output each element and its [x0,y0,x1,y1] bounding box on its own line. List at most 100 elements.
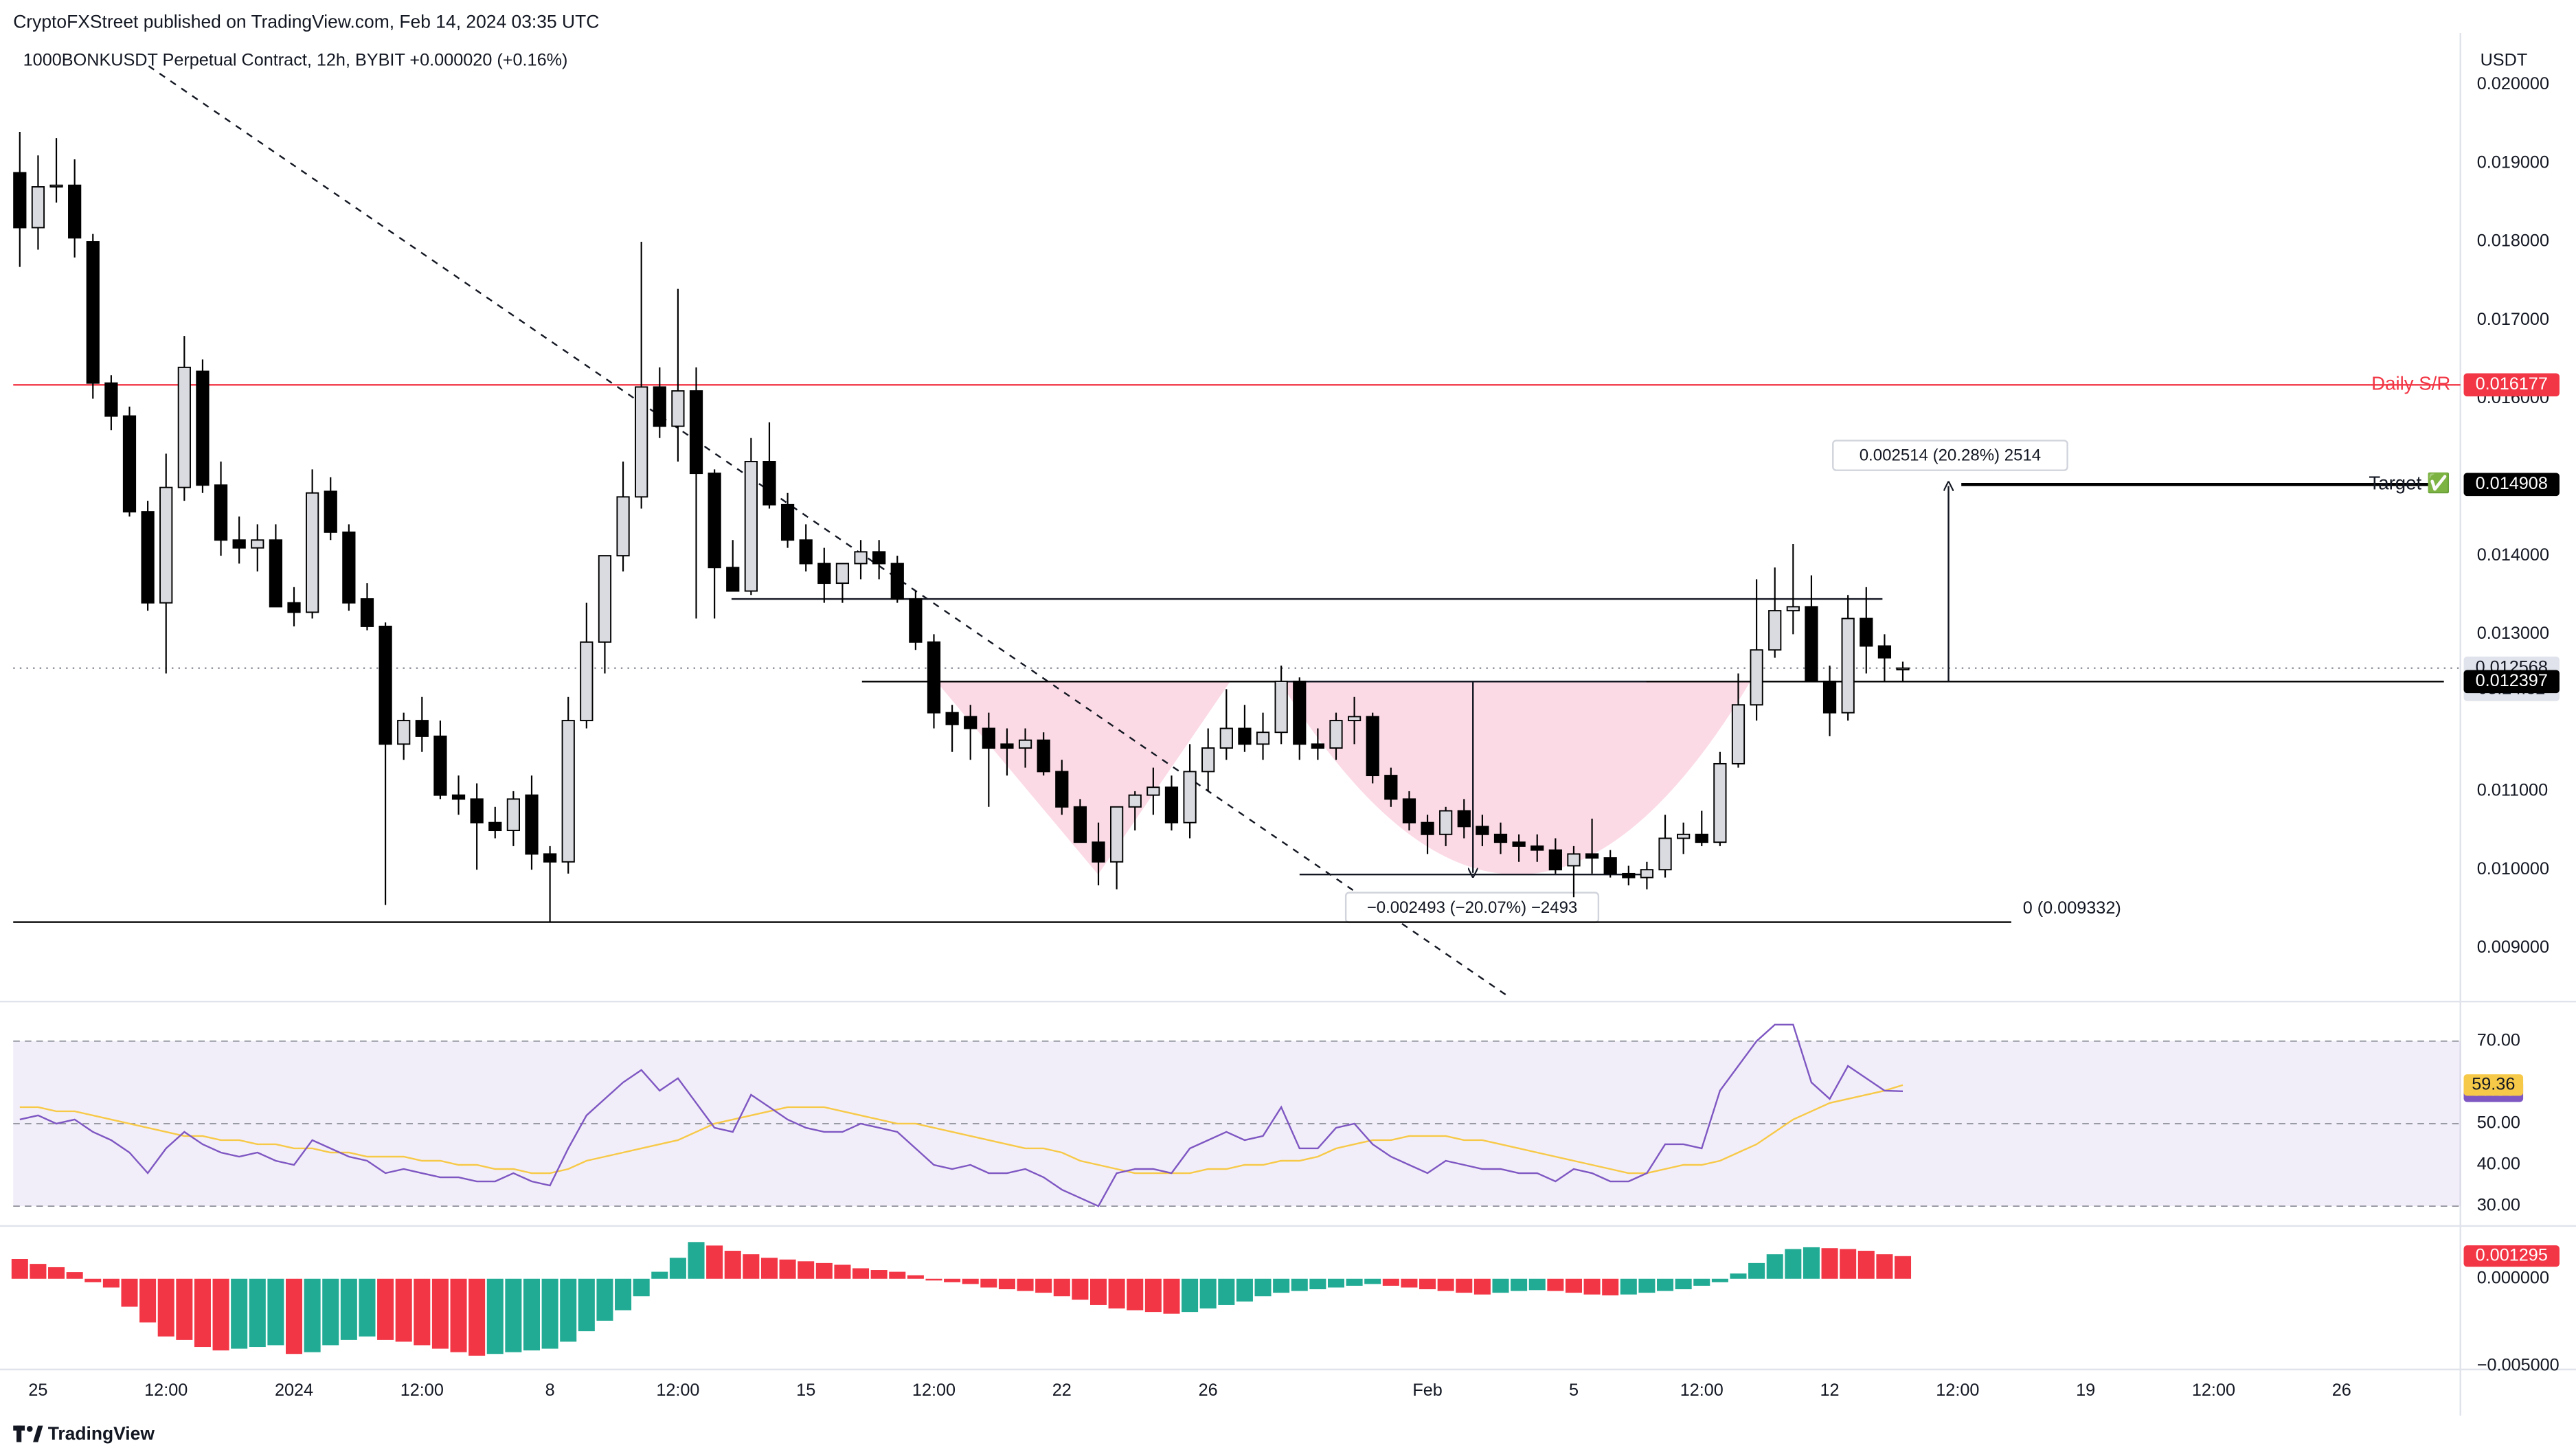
histogram-bar [1346,1278,1363,1286]
histogram-bar [340,1278,357,1340]
histogram-bar [1401,1278,1418,1288]
histogram-bar [834,1264,851,1279]
y-tick-label: 0.019000 [2477,152,2549,172]
x-tick-label: Feb [1412,1381,1442,1400]
logo-part [26,1426,33,1432]
candle-body [817,563,831,585]
y-tick-label: 0.010000 [2477,859,2549,878]
histogram-bar [1785,1249,1802,1279]
y-tick-label: 30.00 [2477,1196,2520,1215]
histogram-bar [980,1278,997,1288]
histogram-bar [1528,1278,1546,1291]
x-tick-label: 12:00 [656,1381,699,1400]
histogram-bar [1711,1278,1728,1282]
candle-body [799,539,813,565]
histogram-bar [1821,1248,1838,1279]
histogram-bar [724,1251,741,1279]
price-label: 0.016177 [2476,374,2548,394]
candle-body [1877,645,1892,659]
candle-body [379,625,392,745]
candle-body [653,386,666,427]
last-value-box [2463,1245,2560,1267]
candle-body [397,720,411,745]
candle-body [1311,743,1324,749]
histogram-bar [102,1278,120,1288]
candle-body [561,720,575,863]
y-tick-label: 0.013000 [2477,624,2549,643]
histogram-bar [633,1278,650,1297]
price-label-box [2463,473,2560,497]
candle-body [1201,747,1215,773]
histogram-bar [889,1271,906,1279]
candle-body [141,511,155,604]
histogram-bar [1382,1278,1399,1286]
level-label: 0 (0.009332) [2023,898,2121,918]
candle-body [1658,837,1672,871]
candle-body [360,598,374,627]
histogram-bar [1748,1262,1765,1279]
histogram-bar [1511,1278,1528,1291]
candle-body [1274,680,1288,734]
y-tick-label: 0.020000 [2477,74,2549,93]
indicator-line [19,1023,1903,1207]
candle-body [488,821,502,832]
candle-body [1567,853,1581,867]
histogram-bar [852,1268,870,1279]
measure-text: 0.002514 (20.28%) 2514 [1860,446,2041,465]
histogram-bar [1163,1278,1180,1314]
histogram-bar [1291,1278,1308,1291]
candle-body [1329,720,1343,749]
candle-body [269,539,283,608]
histogram-bar [249,1278,266,1348]
histogram-bar [1766,1254,1783,1279]
candle-body [506,798,520,832]
candle-body [287,602,301,613]
y-tick-label: 0.009000 [2477,938,2549,957]
x-tick-label: 8 [545,1381,555,1400]
histogram-bar [1254,1278,1272,1297]
candle-body [580,641,594,722]
candle-body [744,461,758,592]
candle-body [49,184,63,188]
histogram-bar [304,1278,321,1352]
y-tick-label: 50.00 [2477,1113,2520,1133]
histogram-bar [944,1278,961,1282]
candle-body [1384,775,1398,800]
candle-body [1347,716,1362,722]
x-tick-label: 12 [1820,1381,1840,1400]
histogram-bar [1638,1278,1656,1293]
histogram-bar [1182,1278,1199,1313]
candle-body [762,461,776,506]
x-tick-label: 26 [1199,1381,1218,1400]
y-tick-label: 0.018000 [2477,231,2549,251]
histogram-bar [359,1278,376,1337]
candle-body [671,390,685,427]
trend-line [148,65,1512,999]
candle-body [1018,739,1032,749]
x-tick-label: 25 [28,1381,47,1400]
candle-body [1822,680,1837,714]
histogram-bar [1017,1278,1034,1291]
histogram-bar [267,1278,284,1346]
candle-body [872,551,886,565]
histogram-bar [157,1278,174,1337]
y-tick-label: 0.017000 [2477,310,2549,329]
candle-body [1000,743,1014,749]
histogram-bar [84,1278,102,1282]
histogram-bar [1236,1278,1253,1302]
histogram-bar [1035,1278,1052,1293]
histogram-bar [66,1272,83,1279]
measure-text: −0.002493 (−20.07%) −2493 [1367,898,1578,917]
candle-body [598,555,612,643]
candle-body [451,794,466,800]
level-name: Target ✅ [2369,472,2450,495]
y-tick-label: −0.005000 [2477,1356,2560,1375]
candle-body [1164,786,1179,824]
y-tick-label: 40.00 [2477,1155,2520,1174]
candle-body [964,716,978,729]
x-tick-label: 12:00 [1680,1381,1724,1400]
candle-body [1457,810,1471,828]
candle-body [1512,841,1526,847]
histogram-bar [815,1262,833,1279]
histogram-bar [139,1278,157,1323]
